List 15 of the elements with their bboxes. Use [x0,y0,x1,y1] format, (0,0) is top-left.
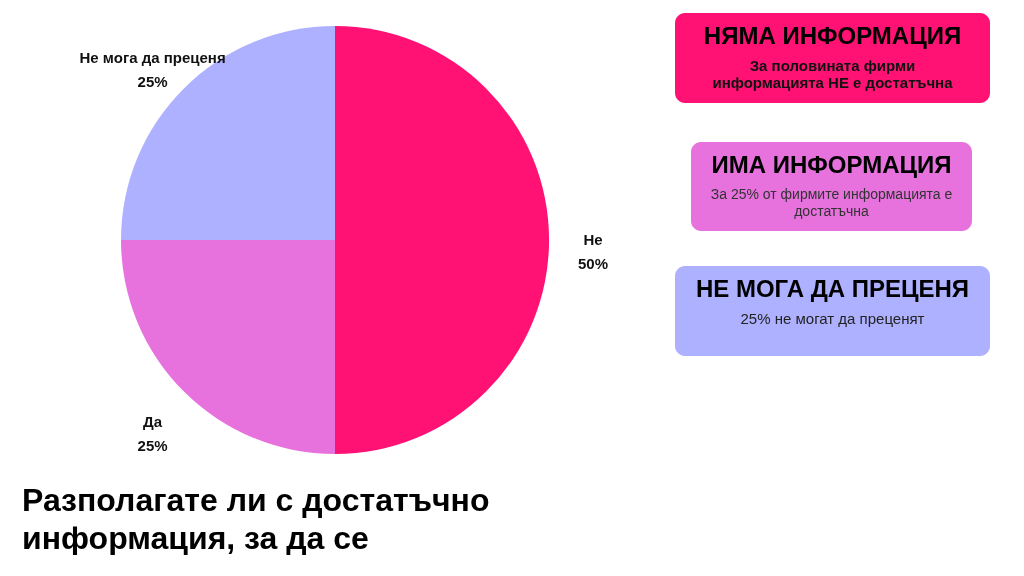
data-label: 25% [137,437,168,455]
data-label: 50% [577,255,609,272]
slice-label: Да [143,413,163,431]
pie-slice [121,240,335,454]
text: За 25% от фирмите информацията е достатъчна [710,186,953,219]
slice-label: Не [583,231,603,248]
text: За половината фирми информацията НЕ е достатъчна [712,57,954,91]
text: НЕ МОГА ДА ПРЕЦЕНЯ [695,275,970,302]
text: Разполагате ли с достатъчно информация, за да се [22,482,490,556]
text: НЯМА ИНФОРМАЦИЯ [703,22,962,49]
data-label: 25% [137,72,168,90]
text: ИМА ИНФОРМАЦИЯ [711,151,952,178]
pie-slice [335,26,549,454]
slice-label: Не мога да преценя [79,48,226,66]
text: 25% не могат да преценят [740,310,925,327]
